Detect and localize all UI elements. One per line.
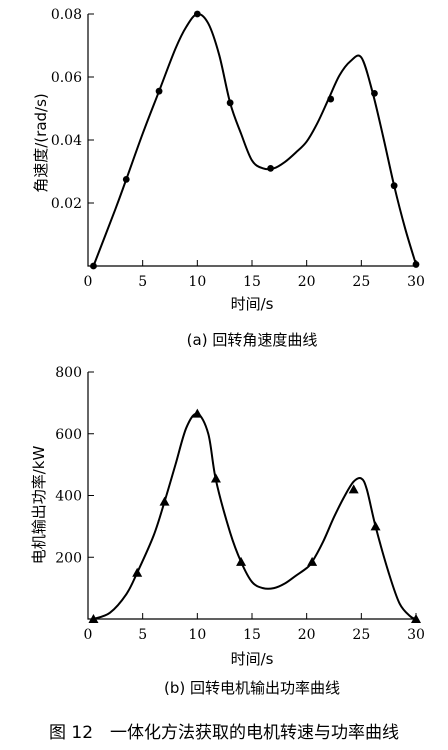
data-point-circle xyxy=(155,87,163,95)
data-point-circle xyxy=(226,99,234,107)
chart-a-xlabel: 时间/s xyxy=(231,295,274,313)
y-tick-label: 400 xyxy=(55,489,82,505)
chart-b-ylabel: 电机输出功率/kW xyxy=(30,446,48,565)
x-tick-label: 30 xyxy=(407,274,425,290)
x-tick-label: 30 xyxy=(407,627,425,643)
data-point-triangle xyxy=(192,408,203,418)
x-tick-label: 0 xyxy=(84,627,93,643)
figure-caption: 图 12 一体化方法获取的电机转速与功率曲线 xyxy=(49,723,399,743)
data-point-circle xyxy=(267,164,274,172)
x-tick-label: 20 xyxy=(298,627,316,643)
data-point-triangle xyxy=(307,556,318,566)
y-tick-label: 0.08 xyxy=(51,7,82,23)
chart-a-ticks: 0 5 10 15 20 25 30 0.02 0.04 0.06 0.08 xyxy=(51,7,425,290)
data-point-triangle xyxy=(88,614,99,623)
data-point-triangle xyxy=(132,567,143,577)
chart-a-series-line xyxy=(92,12,417,267)
x-tick-label: 5 xyxy=(138,274,147,290)
chart-a-angular-velocity: 0 5 10 15 20 25 30 0.02 0.04 0.06 0.08 时间/s 角速度/(r… xyxy=(32,7,425,349)
data-point-circle xyxy=(390,182,398,190)
y-tick-label: 200 xyxy=(55,550,82,566)
data-point-circle xyxy=(371,89,378,97)
x-tick-label: 10 xyxy=(188,274,206,290)
chart-a-ylabel: 角速度/(rad/s) xyxy=(32,93,50,193)
chart-b-series-line xyxy=(93,412,417,620)
x-tick-label: 15 xyxy=(243,627,261,643)
data-point-circle xyxy=(327,95,335,103)
data-point-circle xyxy=(122,175,130,183)
x-tick-label: 5 xyxy=(138,627,147,643)
chart-a-axes xyxy=(87,14,416,267)
x-tick-label: 25 xyxy=(352,274,370,290)
data-point-triangle xyxy=(411,614,421,623)
x-tick-label: 0 xyxy=(84,274,93,290)
y-tick-label: 800 xyxy=(55,365,82,381)
chart-b-xlabel: 时间/s xyxy=(231,650,274,668)
chart-b-ticks: 0 5 10 15 20 25 30 200 400 600 800 xyxy=(55,365,425,643)
x-tick-label: 20 xyxy=(298,274,316,290)
data-point-triangle xyxy=(236,556,247,566)
data-point-triangle xyxy=(348,484,359,494)
y-tick-label: 0.06 xyxy=(51,70,82,86)
chart-b-caption: (b) 回转电机输出功率曲线 xyxy=(164,679,340,697)
x-tick-label: 25 xyxy=(352,627,370,643)
x-tick-label: 10 xyxy=(188,627,206,643)
data-point-circle xyxy=(90,262,97,270)
data-point-triangle xyxy=(210,473,221,483)
data-point-circle xyxy=(193,10,201,18)
x-tick-label: 15 xyxy=(243,274,261,290)
y-tick-label: 0.04 xyxy=(51,133,82,149)
chart-a-markers xyxy=(90,10,420,270)
chart-b-markers xyxy=(88,408,421,623)
chart-a-caption: (a) 回转角速度曲线 xyxy=(187,331,318,349)
data-point-triangle xyxy=(370,521,381,531)
y-tick-label: 0.02 xyxy=(51,196,82,212)
data-point-triangle xyxy=(159,496,170,506)
y-tick-label: 600 xyxy=(55,427,82,443)
data-point-circle xyxy=(412,261,420,268)
